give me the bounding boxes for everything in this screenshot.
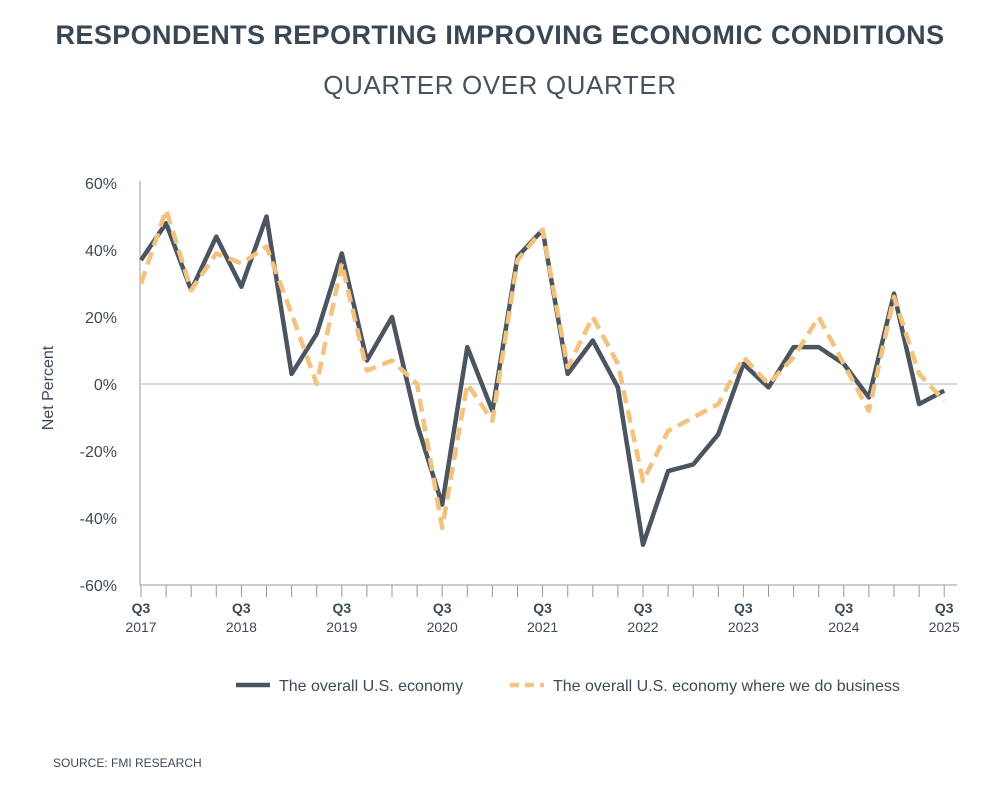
- legend-label-where-we-do-business: The overall U.S. economy where we do bus…: [553, 678, 900, 695]
- series-line-overall-economy: [139, 214, 946, 548]
- legend-label-overall-economy: The overall U.S. economy: [279, 678, 463, 695]
- x-tick-label-quarter: Q3: [132, 600, 151, 616]
- series-line-where-we-do-business: [138, 207, 946, 531]
- y-tick-label: -60%: [80, 578, 117, 595]
- x-tick-label-quarter: Q3: [935, 600, 954, 616]
- y-tick-label: -40%: [80, 511, 117, 528]
- x-tick-label-year: 2021: [527, 619, 558, 635]
- x-tick-label-year: 2019: [326, 619, 357, 635]
- x-axis: Q3 2017 Q3 2018 Q3 2019 Q3 2020 Q3 2021 Q3 2022 Q3 20…: [125, 584, 960, 635]
- x-tick-label-quarter: Q3: [433, 600, 452, 616]
- y-axis: 60% 40% 20% 0% -20% -40% -60%: [80, 176, 957, 595]
- series-layer: [138, 207, 946, 548]
- x-tick-label-quarter: Q3: [332, 600, 351, 616]
- y-tick-label: 20%: [85, 310, 117, 327]
- x-tick-label-year: 2025: [929, 619, 960, 635]
- x-tick-label-quarter: Q3: [232, 600, 251, 616]
- y-tick-label: 0%: [94, 377, 117, 394]
- y-tick-label: 60%: [85, 176, 117, 193]
- chart-title: RESPONDENTS REPORTING IMPROVING ECONOMIC…: [55, 20, 945, 50]
- x-tick-label-year: 2024: [828, 619, 859, 635]
- x-tick-label-quarter: Q3: [834, 600, 853, 616]
- x-tick-label-quarter: Q3: [634, 600, 653, 616]
- chart-subtitle: QUARTER OVER QUARTER: [323, 70, 677, 100]
- x-tick-label-quarter: Q3: [734, 600, 753, 616]
- source-note: SOURCE: FMI RESEARCH: [53, 756, 202, 770]
- x-tick-label-year: 2018: [226, 619, 257, 635]
- x-tick-label-quarter: Q3: [533, 600, 552, 616]
- x-tick-label-year: 2023: [728, 619, 759, 635]
- y-tick-label: 40%: [85, 243, 117, 260]
- legend: The overall U.S. economy The overall U.S.…: [236, 678, 900, 695]
- x-tick-label-year: 2022: [627, 619, 658, 635]
- x-tick-label-year: 2017: [125, 619, 156, 635]
- x-tick-label-year: 2020: [427, 619, 458, 635]
- y-axis-label: Net Percent: [40, 345, 57, 430]
- y-tick-label: -20%: [80, 444, 117, 461]
